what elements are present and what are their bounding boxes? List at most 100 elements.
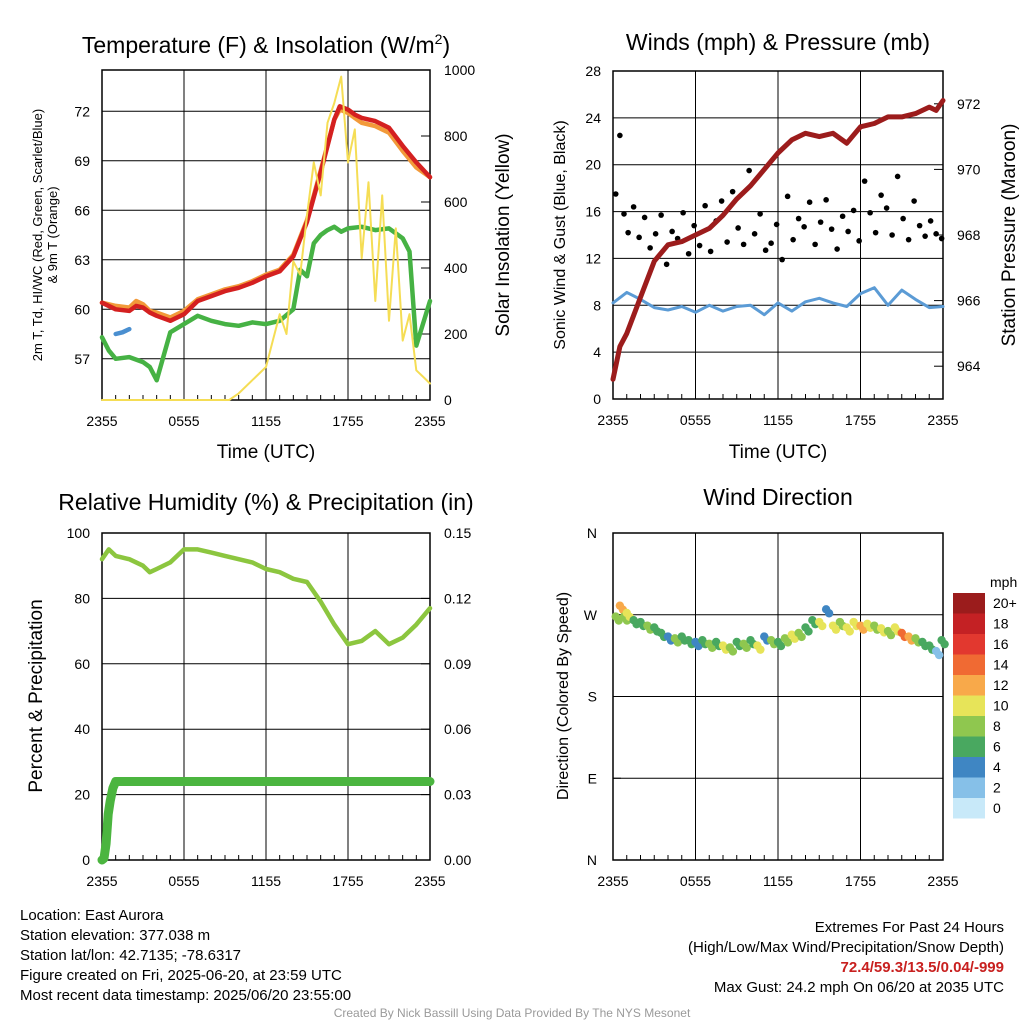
legend-swatch xyxy=(953,716,985,737)
y2-tick-label: 968 xyxy=(957,227,981,243)
x-tick-label: 1755 xyxy=(845,873,876,889)
wind-y-label: Sonic Wind & Gust (Blue, Black) xyxy=(552,120,569,349)
y-tick-label: 66 xyxy=(74,202,90,218)
gust-point xyxy=(801,224,807,230)
insolation-y-label: Solar Insolation (Yellow) xyxy=(493,133,514,336)
legend-swatch xyxy=(953,593,985,614)
gust-point xyxy=(617,132,623,139)
y-tick-label: 80 xyxy=(74,590,90,606)
y-tick-label: 20 xyxy=(74,787,90,803)
gust-point xyxy=(768,240,774,246)
rh-line xyxy=(99,547,433,647)
extremes-values: 72.4/59.3/13.5/0.04/-999 xyxy=(840,959,1004,976)
x-tick-label: 2355 xyxy=(597,873,628,889)
direction-y-ticks: N E S W N xyxy=(584,525,621,868)
legend-label: 0 xyxy=(993,800,1001,816)
wind_speed-line xyxy=(611,286,945,317)
x-tick-label: 1755 xyxy=(845,412,876,428)
speed-color-legend: mph 20+ 18 16 14 12 10 8 6 4 2 0 xyxy=(953,574,1017,819)
y-tick-label: 20 xyxy=(585,157,601,173)
y-tick-label: 69 xyxy=(74,153,90,169)
wind-x-ticks: 2355 0555 1155 1755 2355 xyxy=(597,390,959,428)
direction-point xyxy=(742,643,751,653)
direction-point xyxy=(845,627,854,636)
direction-tick-label: S xyxy=(588,689,597,705)
gust-point xyxy=(658,212,664,218)
gust-point xyxy=(735,225,741,231)
gust-point xyxy=(883,205,890,211)
gust-point xyxy=(916,222,923,229)
gust-point xyxy=(625,229,631,236)
y-tick-label: 63 xyxy=(74,252,90,268)
rh-y-ticks: 0 20 40 60 80 100 xyxy=(67,525,91,868)
rh-series xyxy=(97,547,435,865)
credit-line: Created By Nick Bassill Using Data Provi… xyxy=(333,1006,691,1020)
direction-point xyxy=(797,632,806,642)
x-tick-label: 1155 xyxy=(251,873,281,889)
station-info: Location: East Aurora Station elevation:… xyxy=(20,906,351,1006)
legend-swatch xyxy=(953,736,985,757)
y2-tick-label: 200 xyxy=(444,326,468,342)
gust-point xyxy=(612,191,619,197)
y2-tick-label: 966 xyxy=(957,293,981,309)
legend-label: 16 xyxy=(993,636,1009,652)
temperature-panel: Temperature (F) & Insolation (W/m2) 57 60… xyxy=(30,31,514,463)
gust-point xyxy=(889,232,895,238)
y-tick-label: 57 xyxy=(74,351,90,367)
direction-point xyxy=(783,638,793,647)
gust-point xyxy=(861,178,868,184)
gust-point xyxy=(663,261,670,268)
rh-x-ticks: 2355 0555 1155 1755 2355 xyxy=(86,851,446,889)
wind-x-label: Time (UTC) xyxy=(729,442,828,463)
legend-label: 2 xyxy=(993,780,1001,796)
gust-point xyxy=(724,239,730,245)
x-tick-label: 2355 xyxy=(414,873,445,889)
direction-tick-label: N xyxy=(587,852,597,868)
x-tick-label: 1155 xyxy=(763,873,793,889)
y2-tick-label: 0.12 xyxy=(444,590,471,606)
direction-point xyxy=(934,650,944,660)
gust-point xyxy=(718,198,725,204)
insolation-line xyxy=(101,75,431,401)
y2-tick-label: 0.09 xyxy=(444,656,471,672)
legend-label: 10 xyxy=(993,698,1009,714)
gust-point xyxy=(647,245,653,251)
y-tick-label: 4 xyxy=(593,344,601,360)
direction-point xyxy=(940,639,949,649)
gust-point xyxy=(900,215,906,222)
legend-swatch xyxy=(953,613,985,634)
y2-tick-label: 800 xyxy=(444,128,468,144)
wind-panel: Winds (mph) & Pressure (mb) 0 4 8 12 16 20 24 2… xyxy=(552,29,1020,463)
wind-series xyxy=(610,98,946,382)
x-tick-label: 1155 xyxy=(251,413,281,429)
dewpoint-line xyxy=(99,224,433,383)
y-tick-label: 0 xyxy=(593,391,601,407)
direction-points xyxy=(611,601,949,660)
y2-tick-label: 970 xyxy=(957,161,981,177)
direction-x-ticks: 2355 0555 1155 1755 2355 xyxy=(597,851,959,889)
temperature-grid xyxy=(102,70,430,400)
gust-point xyxy=(691,222,697,229)
gust-point xyxy=(696,242,703,249)
wind-title: Winds (mph) & Pressure (mb) xyxy=(626,29,930,55)
y2-tick-label: 0.03 xyxy=(444,787,471,803)
legend-swatch xyxy=(953,777,985,798)
extremes-title: Extremes For Past 24 Hours xyxy=(814,919,1004,936)
gust-point xyxy=(872,229,879,236)
x-tick-label: 2355 xyxy=(86,873,117,889)
gust-point xyxy=(867,209,873,216)
direction-point xyxy=(728,647,738,656)
station-location: Location: East Aurora xyxy=(20,907,164,924)
y-tick-label: 60 xyxy=(74,656,90,672)
y-tick-label: 100 xyxy=(67,525,91,541)
direction-grid xyxy=(613,533,943,860)
pressure-y-ticks: 964 966 968 970 972 xyxy=(934,96,981,374)
y2-tick-label: 964 xyxy=(957,358,981,374)
temperature-y-label-line1: 2m T, Td, HI/WC (Red, Green, Scarlet/Blu… xyxy=(30,109,45,361)
direction-point xyxy=(824,609,834,618)
gust-point xyxy=(757,211,763,217)
rh-title: Relative Humidity (%) & Precipitation (i… xyxy=(58,489,473,515)
gust-point xyxy=(845,228,851,235)
red-line xyxy=(99,104,433,324)
